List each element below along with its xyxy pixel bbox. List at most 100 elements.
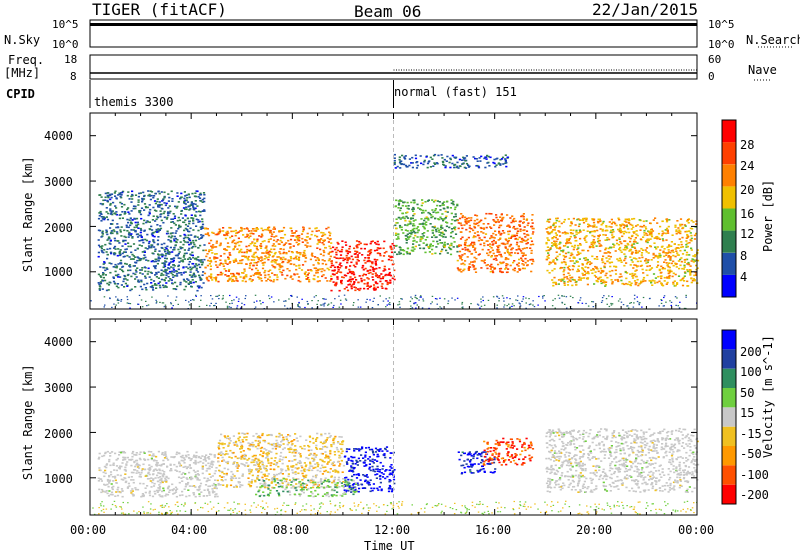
scatter-cell-p1-r3 bbox=[436, 243, 440, 245]
scatter-cell-p2-r0 bbox=[174, 491, 178, 493]
scatter-cell-p1-r1 bbox=[321, 268, 324, 270]
scatter-cell-p1-r5 bbox=[650, 281, 653, 284]
scatter-cell-p1-r2 bbox=[370, 240, 373, 243]
scatter-cell-p2-r0 bbox=[208, 458, 211, 460]
scatter-cell-p1-r4 bbox=[489, 270, 492, 273]
scatter-cell-p1-r3 bbox=[406, 224, 409, 227]
scatter-cell-p1-r0 bbox=[106, 248, 109, 250]
scatter-cell-p1-r1 bbox=[204, 233, 207, 235]
scatter-cell-p2-r0 bbox=[211, 484, 214, 487]
scatter-cell-p1-r3 bbox=[429, 243, 432, 245]
near-range-cell-p1 bbox=[436, 303, 438, 305]
scatter-cell-p1-r5 bbox=[664, 229, 667, 231]
scatter-cell-p1-r3 bbox=[446, 211, 449, 213]
scatter-cell-p1-r1 bbox=[252, 256, 255, 258]
near-range-cell-p1 bbox=[674, 296, 677, 298]
scatter-cell-p2-r0 bbox=[199, 485, 202, 487]
scatter-cell-p1-r5 bbox=[568, 274, 571, 277]
near-range-cell-p1 bbox=[90, 300, 92, 302]
near-range-cell-p1 bbox=[661, 299, 663, 301]
scatter-cell-p1-r3 bbox=[438, 234, 441, 236]
scatter-cell-p1-r0 bbox=[113, 247, 116, 249]
scatter-cell-p2-r0 bbox=[171, 483, 174, 486]
scatter-cell-p1-r5 bbox=[554, 262, 557, 264]
scatter-cell-p1-r0 bbox=[123, 203, 126, 206]
scatter-cell-p1-r1 bbox=[274, 259, 278, 262]
scatter-cell-p1-r5 bbox=[583, 237, 586, 240]
scatter-cell-p1-r3 bbox=[402, 216, 405, 218]
scatter-cell-p1-r5 bbox=[634, 249, 637, 252]
scatter-cell-p1-r1 bbox=[235, 232, 238, 234]
scatter-cell-p2-r0 bbox=[148, 473, 151, 476]
scatter-cell-p1-r1 bbox=[216, 257, 219, 259]
scatter-cell-p1-r0 bbox=[102, 263, 105, 265]
near-range-cell-p1 bbox=[359, 306, 362, 308]
scatter-cell-p1-r4 bbox=[505, 257, 508, 260]
scatter-cell-p1-r4 bbox=[512, 225, 516, 228]
scatter-cell-p1-r1 bbox=[315, 230, 318, 232]
scatter-cell-p1-r5 bbox=[573, 234, 576, 237]
scatter-cell-p1-r5 bbox=[600, 223, 603, 226]
scatter-cell-p1-r3 bbox=[405, 215, 408, 218]
scatter-cell-p1-r4 bbox=[486, 244, 490, 246]
scatter-cell-p1-r5 bbox=[558, 235, 562, 237]
scatter-cell-p2-r0 bbox=[200, 491, 203, 493]
scatter-cell-p1-r5 bbox=[651, 230, 655, 232]
scatter-cell-p1-r1 bbox=[289, 259, 292, 262]
scatter-cell-p1-r4 bbox=[526, 242, 529, 244]
scatter-cell-p1-r0 bbox=[109, 227, 112, 229]
scatter-cell-p1-r3 bbox=[406, 217, 410, 219]
scatter-cell-p1-r0 bbox=[113, 192, 116, 194]
scatter-cell-p1-r0 bbox=[137, 279, 140, 281]
near-range-cell-p1 bbox=[230, 306, 232, 309]
scatter-cell-p1-r5 bbox=[665, 283, 668, 285]
scatter-cell-p1-r1 bbox=[328, 245, 331, 248]
scatter-cell-p1-r1 bbox=[330, 251, 333, 253]
scatter-cell-p1-r1 bbox=[215, 246, 218, 248]
scatter-cell-p2-r0 bbox=[162, 459, 165, 462]
scatter-cell-p1-r2 bbox=[369, 251, 373, 254]
scatter-cell-p2-r0 bbox=[135, 454, 138, 456]
scatter-cell-p2-r0 bbox=[192, 493, 196, 496]
scatter-cell-p1-r3 bbox=[439, 242, 442, 244]
scatter-cell-p1-r0 bbox=[177, 264, 180, 267]
scatter-cell-p1-r4 bbox=[469, 266, 472, 268]
scatter-cell-p1-r4 bbox=[465, 222, 468, 225]
scatter-cell-p1-r0 bbox=[165, 286, 168, 288]
scatter-cell-p1-r3 bbox=[431, 209, 434, 211]
scatter-cell-p1-r6 bbox=[429, 156, 432, 159]
scatter-cell-p2-r0 bbox=[160, 477, 163, 480]
scatter-cell-p1-r5 bbox=[545, 258, 549, 261]
near-range-cell-p1 bbox=[611, 296, 613, 298]
scatter-cell-p1-r4 bbox=[525, 219, 528, 221]
scatter-cell-p1-r4 bbox=[514, 252, 517, 254]
scatter-cell-p1-r5 bbox=[560, 261, 563, 264]
scatter-cell-p1-r0 bbox=[100, 236, 103, 238]
scatter-cell-p1-r0 bbox=[121, 211, 124, 213]
scatter-cell-p1-r5 bbox=[606, 260, 609, 262]
scatter-cell-p1-r0 bbox=[150, 278, 153, 281]
scatter-cell-p1-r1 bbox=[253, 252, 256, 254]
scatter-cell-p1-r0 bbox=[124, 248, 127, 251]
scatter-cell-p1-r0 bbox=[126, 218, 129, 221]
scatter-cell-p1-r2 bbox=[369, 269, 372, 271]
scatter-cell-p1-r5 bbox=[611, 234, 614, 236]
scatter-cell-p1-r0 bbox=[167, 214, 170, 217]
scatter-cell-p1-r2 bbox=[385, 280, 388, 282]
scatter-cell-p1-r6 bbox=[464, 160, 467, 162]
scatter-cell-p1-r5 bbox=[674, 273, 677, 276]
scatter-cell-p1-r5 bbox=[575, 231, 578, 233]
near-range-cell-p1 bbox=[104, 304, 106, 306]
scatter-cell-p1-r0 bbox=[158, 281, 162, 283]
scatter-cell-p1-r0 bbox=[165, 247, 168, 250]
scatter-cell-p1-r0 bbox=[131, 190, 134, 193]
near-range-cell-p1 bbox=[175, 296, 178, 298]
scatter-cell-p1-r2 bbox=[344, 241, 347, 244]
scatter-cell-p1-r5 bbox=[608, 221, 611, 223]
scatter-cell-p1-r5 bbox=[676, 254, 679, 256]
near-range-cell-p1 bbox=[366, 298, 368, 300]
scatter-cell-p1-r0 bbox=[149, 208, 152, 211]
scatter-cell-p1-r1 bbox=[273, 236, 276, 238]
scatter-cell-p1-r4 bbox=[485, 240, 488, 242]
scatter-cell-p1-r0 bbox=[123, 274, 126, 277]
